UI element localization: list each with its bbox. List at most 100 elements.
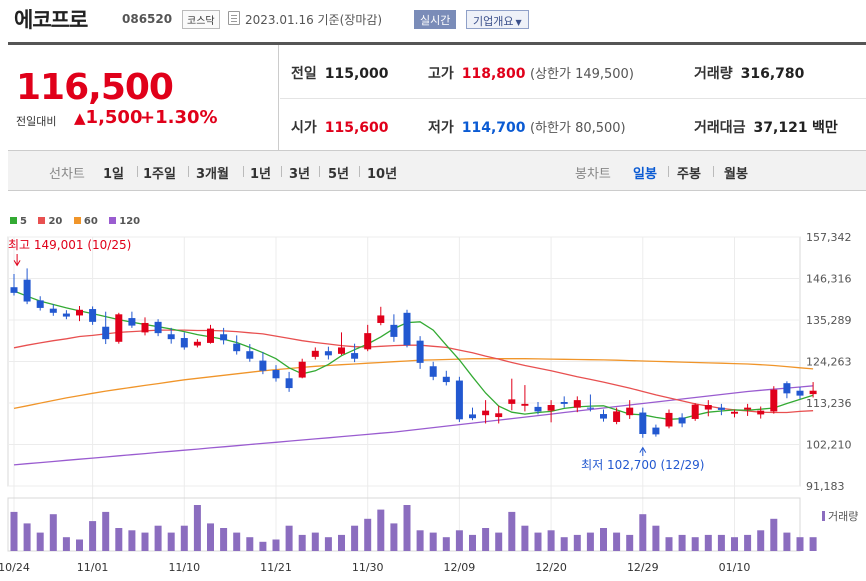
up-triangle-icon: ▲	[74, 109, 86, 127]
stock-code: 086520	[122, 12, 173, 26]
volume-bar	[62, 537, 70, 551]
volume-bar	[285, 525, 293, 551]
legend-ma20: 20	[38, 216, 62, 227]
x-tick-label: 12/29	[627, 561, 659, 574]
volume-bar	[534, 532, 542, 551]
volume-swatch	[822, 511, 825, 521]
candle-body	[259, 360, 267, 371]
high-price: 고가 118,800 (상한가 149,500)	[428, 63, 634, 83]
chevron-down-icon: ▼	[515, 18, 522, 27]
volume-bar	[233, 532, 241, 551]
x-tick-label: 10/24	[0, 561, 30, 574]
volume-bar	[10, 511, 18, 551]
tab-weekly[interactable]: 주봉	[677, 167, 701, 182]
change-amount-value: 1,500	[85, 107, 143, 128]
high-annotation: 최고 149,001 (10/25)	[8, 238, 131, 252]
tab-1y[interactable]: 1년	[250, 167, 272, 182]
candle-body	[141, 322, 149, 333]
tab-daily[interactable]: 일봉	[633, 167, 657, 182]
high-value: 118,800	[461, 66, 526, 82]
divider	[278, 45, 279, 151]
trade-amount: 거래대금 37,121 백만	[694, 117, 838, 137]
volume-bar	[757, 530, 765, 551]
volume-legend-label: 거래량	[828, 510, 859, 523]
volume-bar	[115, 528, 123, 551]
tab-1w[interactable]: 1주일	[143, 167, 176, 182]
tab-separator	[281, 166, 282, 177]
tab-3m[interactable]: 3개월	[196, 167, 229, 182]
volume-bar	[626, 534, 634, 551]
amount-unit: 백만	[812, 120, 838, 136]
open-value: 115,600	[324, 120, 389, 136]
volume-bar	[770, 518, 778, 551]
volume-bar	[416, 530, 424, 551]
candle-body	[89, 309, 97, 322]
candle-body	[560, 402, 568, 404]
stock-header: 에코프로 086520 코스닥 2023.01.16 기준(장마감) 실시간 기…	[0, 0, 866, 40]
row-divider	[280, 98, 866, 99]
tab-10y[interactable]: 10년	[367, 167, 398, 182]
candle-body	[351, 353, 359, 359]
volume-bar	[324, 537, 332, 551]
tab-separator	[188, 166, 189, 177]
candle-body	[76, 309, 83, 316]
candle-body	[442, 376, 450, 383]
volume-bar	[220, 528, 228, 551]
volume-bar	[547, 530, 555, 551]
volume-bar	[796, 537, 804, 551]
y-tick-label: 102,210	[806, 439, 852, 452]
candle-body	[495, 413, 503, 418]
volume-bar	[678, 534, 686, 551]
volume-bar	[560, 537, 568, 551]
candle-body	[482, 410, 490, 416]
candle-body	[167, 334, 175, 340]
candle-body	[691, 404, 699, 419]
volume-bar	[586, 532, 594, 551]
candle-body	[311, 350, 319, 357]
tab-1d[interactable]: 1일	[103, 167, 125, 182]
ma-legend: 5 20 60 120	[10, 216, 148, 227]
volume-value: 316,780	[740, 66, 805, 82]
tab-3y[interactable]: 3년	[289, 167, 311, 182]
candle-body	[115, 314, 123, 342]
lower-limit: (하한가 80,500)	[529, 121, 626, 136]
candle-body	[62, 313, 70, 317]
candle-body	[377, 315, 385, 323]
volume-bar	[442, 537, 450, 551]
volume-bar	[731, 537, 738, 551]
volume-bar	[259, 541, 267, 551]
realtime-button[interactable]: 실시간	[414, 10, 457, 29]
volume-bar	[652, 525, 660, 551]
tab-monthly[interactable]: 월봉	[724, 167, 748, 182]
candle-body	[744, 407, 752, 410]
volume-bar	[639, 514, 647, 551]
volume-bar	[377, 509, 385, 551]
candle-body	[469, 414, 476, 419]
volume-bar	[613, 532, 621, 551]
y-tick-label: 146,316	[806, 273, 852, 286]
volume-bar	[455, 530, 463, 551]
volume-bar	[76, 539, 83, 551]
candle-body	[364, 333, 372, 350]
chart-period-tabs: 선차트 1일 1주일 3개월 1년 3년 5년 10년 봉차트 일봉 주봉 월봉	[8, 151, 866, 191]
candle-body	[534, 406, 542, 412]
low-annotation: 최저 102,700 (12/29)	[581, 458, 704, 472]
low-price: 저가 114,700 (하한가 80,500)	[428, 117, 626, 137]
reference-date: 2023.01.16 기준(장마감)	[245, 13, 383, 27]
candle-body	[547, 405, 555, 411]
volume-bar	[36, 532, 44, 551]
change-amount: ▲1,500	[74, 107, 142, 128]
volume-bar	[207, 523, 214, 551]
candle-body	[639, 412, 647, 434]
x-tick-label: 01/10	[719, 561, 751, 574]
volume-bar	[102, 511, 110, 551]
x-tick-label: 11/01	[77, 561, 109, 574]
company-overview-dropdown[interactable]: 기업개요 ▼	[466, 10, 529, 29]
tab-5y[interactable]: 5년	[328, 167, 350, 182]
legend-label: 5	[20, 216, 27, 227]
volume-bar	[717, 534, 725, 551]
volume-bar	[482, 528, 490, 551]
volume-bar	[141, 532, 149, 551]
stock-name: 에코프로	[14, 8, 88, 32]
